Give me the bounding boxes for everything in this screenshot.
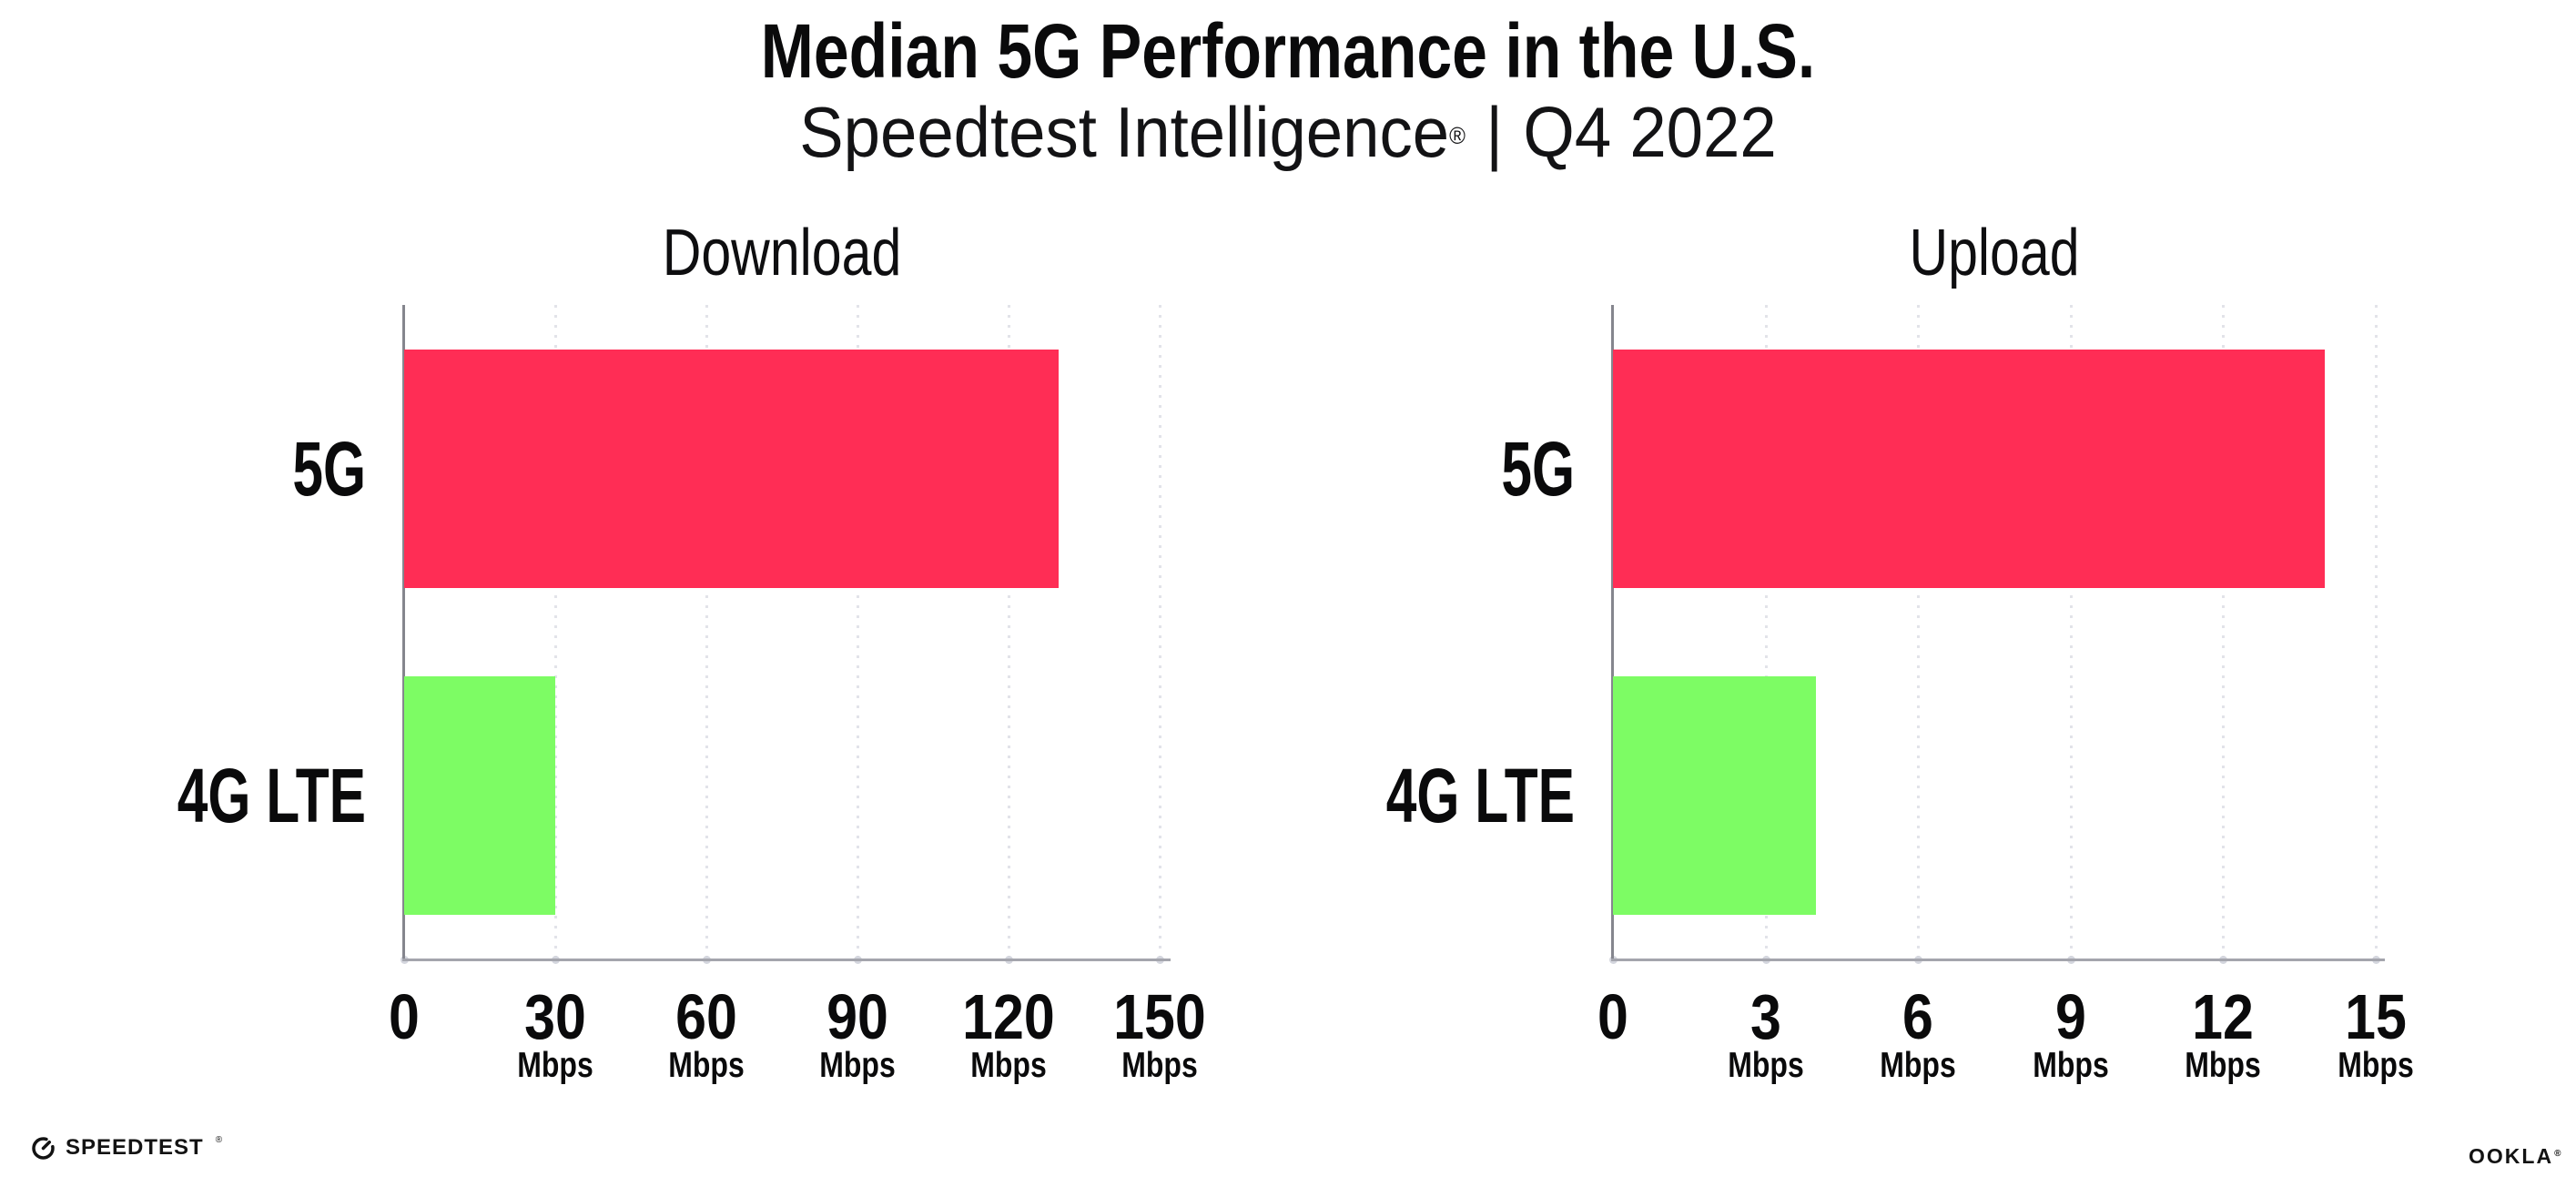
ookla-wordmark: OOKLA	[2469, 1144, 2554, 1168]
speedtest-registered-mark-icon: ®	[215, 1134, 223, 1145]
y-axis-line	[402, 305, 405, 959]
x-tick-unit-label: Mbps	[2185, 1046, 2262, 1085]
x-tick-unit-label: Mbps	[970, 1046, 1047, 1085]
subtitle-period: Q4 2022	[1523, 92, 1777, 172]
x-tick-label: 150	[1113, 981, 1206, 1052]
category-label: 5G	[292, 425, 366, 512]
gridline	[705, 305, 708, 959]
x-tick-unit-label: Mbps	[819, 1046, 896, 1085]
x-tick-label: 30	[524, 981, 586, 1052]
x-axis-line	[402, 959, 1171, 961]
y-axis-line	[1611, 305, 1614, 959]
page-title: Median 5G Performance in the U.S.	[760, 8, 1816, 94]
x-tick-label: 90	[827, 981, 888, 1052]
x-axis-line	[1611, 959, 2385, 961]
x-tick-label: 6	[1902, 981, 1934, 1052]
subtitle-brand: Speedtest Intelligence	[799, 92, 1450, 172]
x-tick-label: 0	[389, 981, 420, 1052]
x-tick-unit-label: Mbps	[668, 1046, 745, 1085]
speedtest-logo: SPEEDTEST ®	[31, 1135, 222, 1161]
gridline	[1917, 305, 1921, 959]
x-tick-unit-label: Mbps	[1727, 1046, 1804, 1085]
category-label: 4G LTE	[177, 752, 366, 838]
speedtest-gauge-icon	[32, 1136, 55, 1160]
gridline	[2069, 305, 2073, 959]
ookla-registered-mark-icon: ®	[2554, 1149, 2563, 1159]
subtitle-separator: |	[1486, 92, 1504, 172]
bar-4g-lte	[1613, 675, 1816, 915]
gridline	[2375, 305, 2378, 959]
gridline	[1159, 305, 1161, 959]
bar-5g	[1613, 349, 2325, 588]
x-tick-label: 60	[675, 981, 737, 1052]
gridline	[554, 305, 557, 959]
gridline	[857, 305, 859, 959]
x-tick-unit-label: Mbps	[1121, 1046, 1198, 1085]
bar-5g	[404, 349, 1059, 588]
x-tick-label: 3	[1749, 981, 1781, 1052]
gridline	[1008, 305, 1010, 959]
upload-chart-title: Upload	[1909, 217, 2080, 289]
x-tick-label: 9	[2054, 981, 2086, 1052]
category-label: 4G LTE	[1385, 752, 1575, 838]
x-tick-unit-label: Mbps	[517, 1046, 593, 1085]
category-label: 5G	[1501, 425, 1575, 512]
speedtest-wordmark: SPEEDTEST	[66, 1135, 204, 1160]
x-tick-label: 120	[962, 981, 1055, 1052]
registered-trademark-icon: ®	[1449, 122, 1465, 149]
download-chart-title: Download	[662, 217, 902, 289]
x-tick-unit-label: Mbps	[2338, 1046, 2414, 1085]
gridline	[1764, 305, 1768, 959]
ookla-logo: OOKLA®	[2469, 1144, 2562, 1169]
bar-4g-lte	[404, 675, 555, 915]
gridline	[2222, 305, 2226, 959]
page-subtitle: Speedtest Intelligence® | Q4 2022	[90, 91, 2486, 173]
x-tick-unit-label: Mbps	[2033, 1046, 2109, 1085]
x-tick-label: 15	[2345, 981, 2407, 1052]
x-tick-unit-label: Mbps	[1880, 1046, 1956, 1085]
x-tick-label: 12	[2192, 981, 2255, 1052]
x-tick-label: 0	[1597, 981, 1628, 1052]
